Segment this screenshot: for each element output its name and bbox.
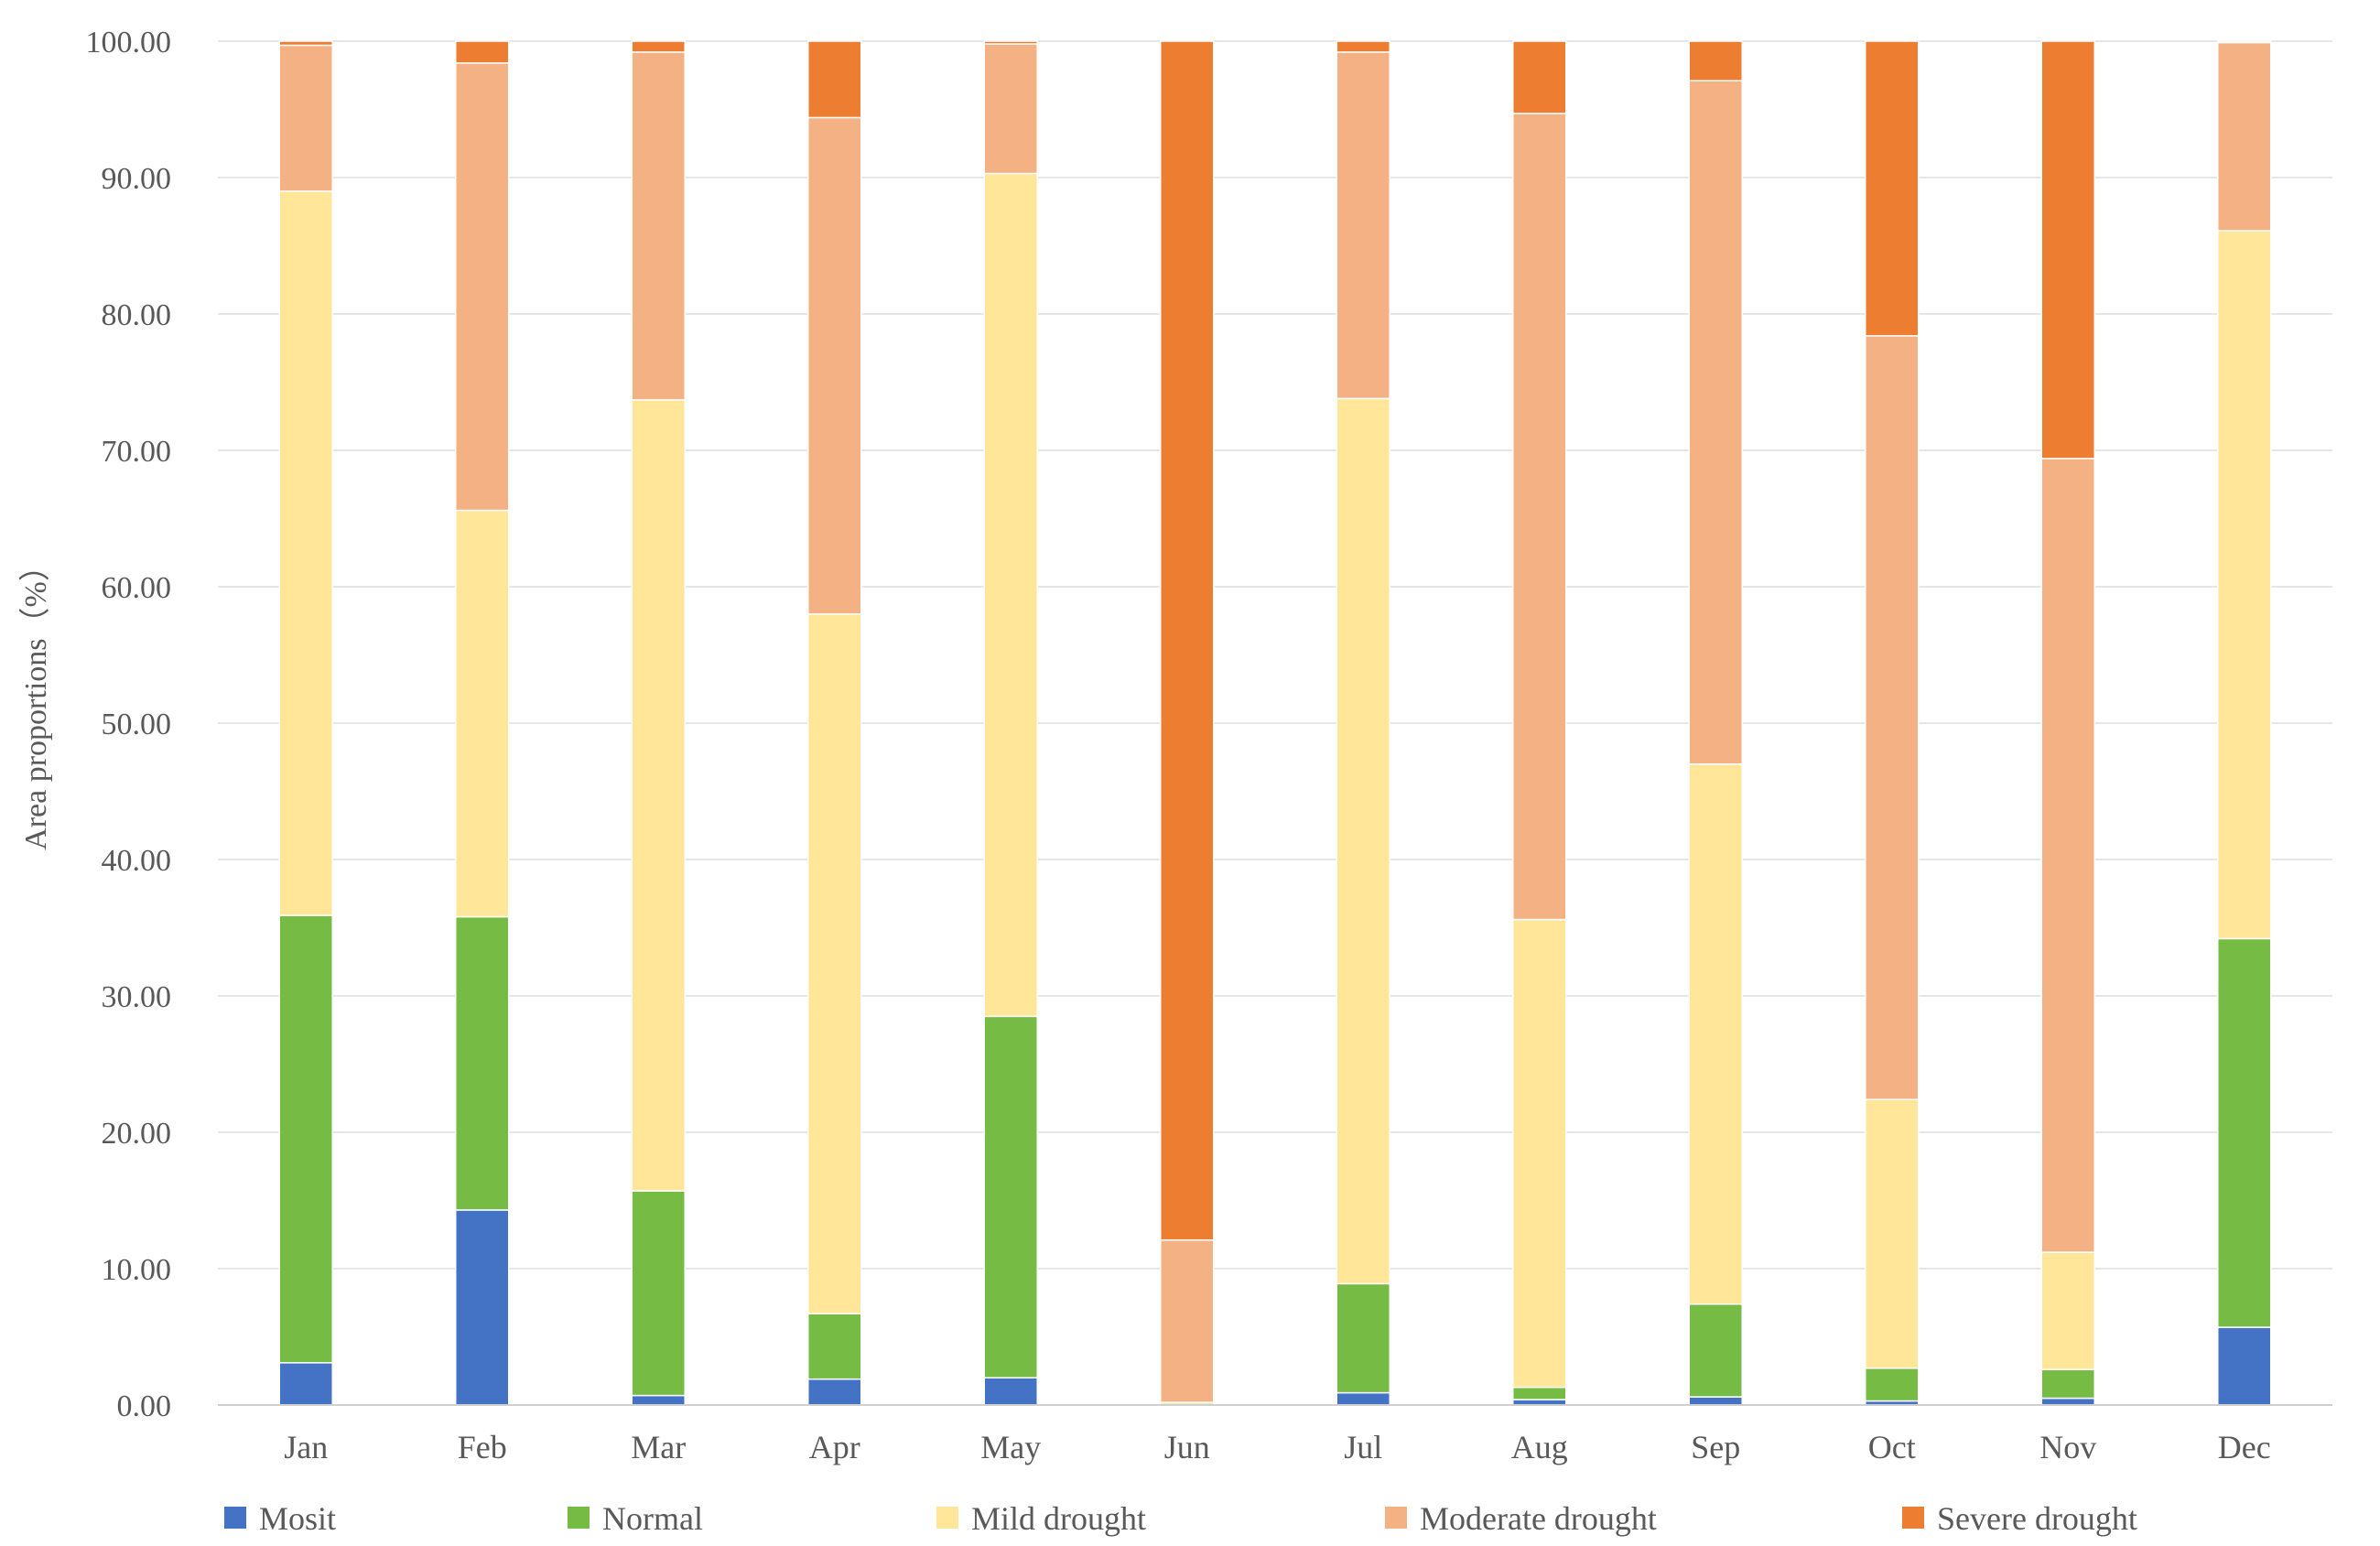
x-tick-label: Apr bbox=[809, 1429, 860, 1465]
bar-segment-may-moderate-drought bbox=[983, 43, 1038, 175]
legend: Mosit Normal Mild drought Moderate drought S… bbox=[224, 1500, 2137, 1537]
bar-segment-feb-normal bbox=[455, 915, 510, 1211]
y-axis-title: Area proportions（%） bbox=[18, 550, 53, 850]
gridlines bbox=[218, 40, 2332, 1270]
bar-segment-sep-moderate-drought bbox=[1688, 80, 1743, 765]
y-tick-label: 50.00 bbox=[102, 708, 172, 741]
legend-swatch bbox=[1385, 1507, 1407, 1529]
bar-segment-aug-severe-drought bbox=[1512, 40, 1567, 114]
bar-segment-oct-moderate-drought bbox=[1865, 335, 1920, 1100]
x-tick-label: Jan bbox=[284, 1429, 328, 1465]
x-tick-label: Mar bbox=[631, 1429, 686, 1465]
bar-segment-apr-severe-drought bbox=[807, 40, 862, 119]
bar-segment-mar-severe-drought bbox=[631, 40, 686, 53]
bar-segment-aug-moderate-drought bbox=[1512, 113, 1567, 921]
legend-label: Normal bbox=[602, 1500, 703, 1537]
legend-swatch bbox=[568, 1507, 590, 1529]
x-tick-label: Aug bbox=[1511, 1429, 1568, 1465]
bar-segment-jun-moderate-drought bbox=[1160, 1238, 1215, 1403]
bar-segment-feb-moderate-drought bbox=[455, 62, 510, 512]
y-tick-label: 10.00 bbox=[102, 1253, 172, 1287]
bar-segment-oct-mild-drought bbox=[1865, 1098, 1920, 1369]
bar-segment-may-severe-drought bbox=[983, 40, 1038, 45]
bar-segment-jul-mosit bbox=[1336, 1391, 1390, 1406]
legend-swatch bbox=[936, 1507, 958, 1529]
y-tick-label: 100.00 bbox=[86, 26, 172, 59]
bar-segment-aug-normal bbox=[1512, 1386, 1567, 1400]
bar-segment-nov-severe-drought bbox=[2040, 40, 2095, 459]
x-tick-label: Jul bbox=[1344, 1429, 1382, 1465]
bar-segment-jul-moderate-drought bbox=[1336, 51, 1390, 400]
y-tick-label: 40.00 bbox=[102, 844, 172, 878]
bar-segment-nov-mild-drought bbox=[2040, 1251, 2095, 1371]
bar-segment-dec-severe-drought bbox=[2217, 40, 2272, 44]
bar-segment-jan-severe-drought bbox=[278, 40, 333, 47]
x-tick-label: Oct bbox=[1868, 1429, 1916, 1465]
x-tick-label: Sep bbox=[1691, 1429, 1740, 1465]
bar-segment-nov-mosit bbox=[2040, 1397, 2095, 1406]
bar-segment-jan-moderate-drought bbox=[278, 44, 333, 192]
bar-segment-sep-severe-drought bbox=[1688, 40, 1743, 81]
bar-segment-may-mosit bbox=[983, 1377, 1038, 1406]
bar-segment-dec-moderate-drought bbox=[2217, 41, 2272, 232]
y-tick-labels: 0.00 10.00 20.00 30.00 40.00 50.00 60.00 70.00 8… bbox=[86, 26, 172, 1423]
bar-segment-feb-mild-drought bbox=[455, 509, 510, 918]
x-tick-label: Jun bbox=[1164, 1429, 1210, 1465]
bar-segment-feb-severe-drought bbox=[455, 40, 510, 64]
bar-segment-feb-mosit bbox=[455, 1209, 510, 1406]
bar-segment-mar-mild-drought bbox=[631, 399, 686, 1192]
bar-segment-dec-mosit bbox=[2217, 1326, 2272, 1406]
bar-segment-apr-moderate-drought bbox=[807, 116, 862, 615]
y-tick-label: 20.00 bbox=[102, 1117, 172, 1151]
bar-segment-mar-moderate-drought bbox=[631, 51, 686, 401]
bar-segment-apr-mosit bbox=[807, 1378, 862, 1406]
bar-segment-nov-normal bbox=[2040, 1368, 2095, 1400]
bar-segment-jan-normal bbox=[278, 914, 333, 1364]
bar-segment-oct-normal bbox=[1865, 1368, 1920, 1402]
legend-label: Moderate drought bbox=[1420, 1500, 1657, 1537]
bar-segment-dec-normal bbox=[2217, 937, 2272, 1328]
legend-label: Mosit bbox=[259, 1500, 336, 1537]
x-tick-labels: Jan Feb Mar Apr May Jun Jul Aug Sep Oct Nov Dec bbox=[284, 1429, 2270, 1465]
bar-segment-nov-moderate-drought bbox=[2040, 458, 2095, 1253]
bar-segment-sep-mosit bbox=[1688, 1396, 1743, 1406]
bar-segment-jul-severe-drought bbox=[1336, 40, 1390, 53]
bar-segment-aug-mild-drought bbox=[1512, 918, 1567, 1389]
bar-segment-dec-mild-drought bbox=[2217, 230, 2272, 940]
bar-segment-apr-normal bbox=[807, 1313, 862, 1380]
bar-segment-jan-mild-drought bbox=[278, 190, 333, 916]
y-tick-label: 90.00 bbox=[102, 162, 172, 196]
y-tick-label: 80.00 bbox=[102, 298, 172, 332]
bar-segment-jan-mosit bbox=[278, 1362, 333, 1406]
legend-label: Mild drought bbox=[971, 1500, 1146, 1537]
legend-swatch bbox=[1902, 1507, 1924, 1529]
bar-segment-jul-mild-drought bbox=[1336, 397, 1390, 1285]
x-tick-label: Nov bbox=[2039, 1429, 2096, 1465]
bars bbox=[278, 40, 2272, 1406]
x-tick-label: Feb bbox=[458, 1429, 507, 1465]
bar-segment-may-mild-drought bbox=[983, 172, 1038, 1018]
bar-segment-may-normal bbox=[983, 1015, 1038, 1378]
legend-swatch bbox=[224, 1507, 246, 1529]
bar-segment-mar-mosit bbox=[631, 1394, 686, 1406]
y-tick-label: 30.00 bbox=[102, 980, 172, 1014]
legend-label: Severe drought bbox=[1937, 1500, 2137, 1537]
y-tick-label: 70.00 bbox=[102, 435, 172, 469]
y-tick-label: 0.00 bbox=[117, 1389, 172, 1423]
x-tick-label: May bbox=[980, 1429, 1041, 1465]
y-tick-label: 60.00 bbox=[102, 571, 172, 605]
bar-segment-oct-severe-drought bbox=[1865, 40, 1920, 337]
bar-segment-apr-mild-drought bbox=[807, 613, 862, 1314]
bar-segment-sep-mild-drought bbox=[1688, 762, 1743, 1305]
x-tick-label: Dec bbox=[2218, 1429, 2271, 1465]
bar-segment-sep-normal bbox=[1688, 1303, 1743, 1398]
bar-segment-jun-severe-drought bbox=[1160, 40, 1215, 1241]
bar-segment-jul-normal bbox=[1336, 1282, 1390, 1394]
bar-segment-mar-normal bbox=[631, 1190, 686, 1397]
